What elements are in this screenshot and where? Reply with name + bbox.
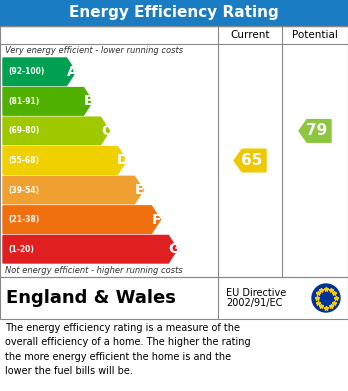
Text: EU Directive: EU Directive [226,288,286,298]
Text: Potential: Potential [292,30,338,40]
Text: (92-100): (92-100) [8,67,45,76]
Text: A: A [67,65,78,79]
Polygon shape [3,88,93,115]
Polygon shape [299,120,331,142]
Text: Not energy efficient - higher running costs: Not energy efficient - higher running co… [5,266,183,275]
Text: E: E [135,183,145,197]
Text: England & Wales: England & Wales [6,289,176,307]
Bar [0,26,348,277]
Text: Energy Efficiency Rating: Energy Efficiency Rating [69,5,279,20]
Text: 2002/91/EC: 2002/91/EC [226,298,282,308]
Text: Very energy efficient - lower running costs: Very energy efficient - lower running co… [5,46,183,55]
Circle shape [312,284,340,312]
Text: D: D [117,154,129,167]
Polygon shape [3,235,177,263]
Polygon shape [3,176,143,204]
Text: (21-38): (21-38) [8,215,39,224]
Text: F: F [152,213,162,227]
Text: 65: 65 [241,153,263,168]
Text: Current: Current [230,30,270,40]
Bar [0,0,348,26]
Text: The energy efficiency rating is a measure of the
overall efficiency of a home. T: The energy efficiency rating is a measur… [5,323,251,376]
Text: (55-68): (55-68) [8,156,39,165]
Text: (69-80): (69-80) [8,126,39,135]
Text: 79: 79 [306,124,327,138]
Polygon shape [3,147,126,174]
Text: B: B [84,94,94,108]
Text: G: G [168,242,180,256]
Bar [0,277,348,319]
Polygon shape [3,58,76,86]
Text: C: C [101,124,111,138]
Polygon shape [3,206,160,233]
Text: (39-54): (39-54) [8,186,39,195]
Text: (1-20): (1-20) [8,245,34,254]
Text: (81-91): (81-91) [8,97,39,106]
Polygon shape [234,149,266,172]
Polygon shape [3,117,110,145]
